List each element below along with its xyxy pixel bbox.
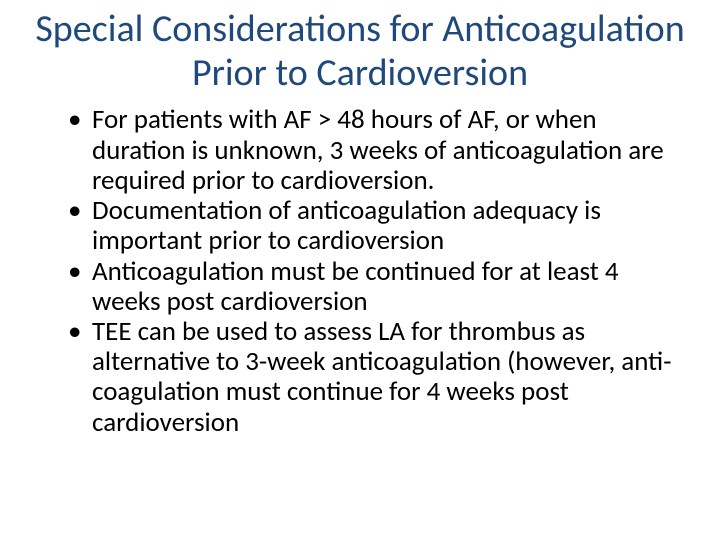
list-item: Documentation of anticoagulation adequac…: [68, 196, 690, 256]
slide-title: Special Considerations for Anticoagulati…: [30, 8, 690, 95]
slide: Special Considerations for Anticoagulati…: [0, 0, 720, 540]
bullet-list: For patients with AF > 48 hours of AF, o…: [30, 105, 690, 438]
list-item: For patients with AF > 48 hours of AF, o…: [68, 105, 690, 196]
list-item: Anticoagulation must be continued for at…: [68, 257, 690, 317]
list-item: TEE can be used to assess LA for thrombu…: [68, 317, 690, 438]
